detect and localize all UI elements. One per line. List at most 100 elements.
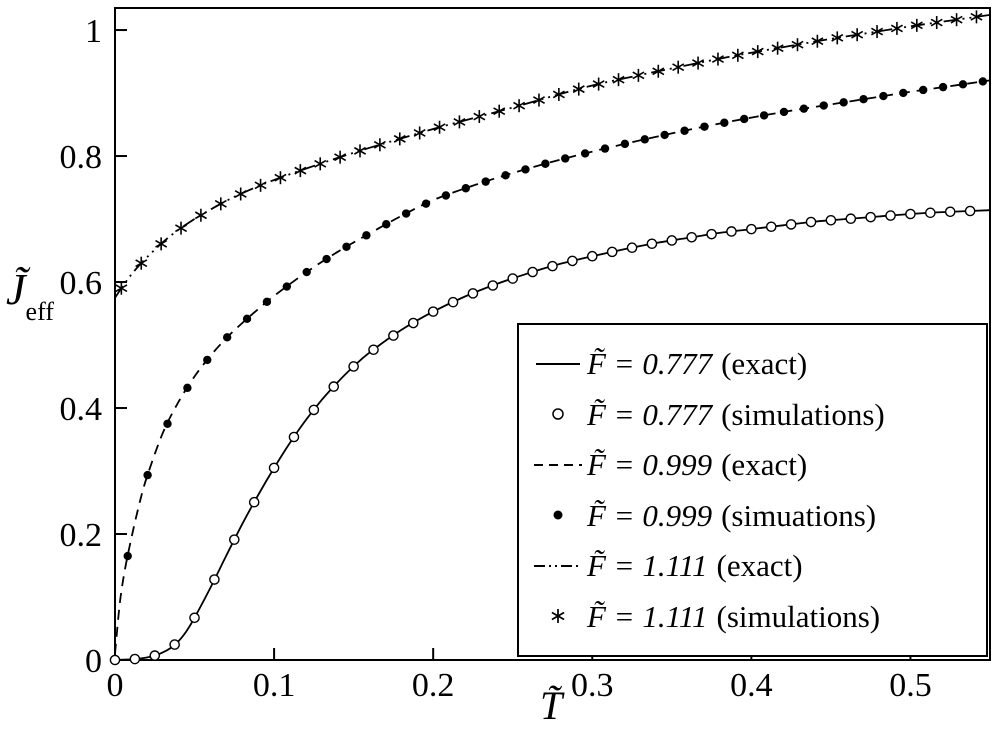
- marker-filled-circle: [600, 144, 610, 153]
- y-axis-label: J̃eff: [6, 268, 54, 325]
- marker-asterisk: [871, 27, 884, 36]
- legend-symbol: [529, 502, 587, 528]
- marker-filled-circle: [839, 98, 848, 107]
- marker-open-circle: [407, 317, 419, 329]
- legend-entry: F̃ = 1.111 (simulations): [529, 601, 976, 632]
- plot-frame: [114, 7, 991, 661]
- legend-label-text: (exact): [721, 447, 808, 483]
- legend-entry: F̃ = 0.999 (simuations): [529, 500, 976, 531]
- marker-asterisk: [254, 181, 267, 190]
- marker-open-circle: [567, 255, 578, 267]
- marker-asterisk: [791, 40, 804, 49]
- marker-open-circle: [865, 211, 876, 223]
- legend-label-math: F̃ = 0.777: [587, 346, 713, 382]
- marker-open-circle: [805, 216, 817, 228]
- marker-open-circle: [109, 654, 121, 666]
- x-tick-label: 0.1: [253, 667, 296, 704]
- marker-open-circle: [944, 206, 956, 218]
- marker-filled-circle: [362, 231, 371, 240]
- line-dashdot-icon: [534, 564, 582, 567]
- marker-asterisk: [115, 284, 128, 293]
- marker-filled-circle: [580, 149, 590, 158]
- marker-asterisk: [373, 140, 386, 149]
- legend-label-math: F̃ = 1.111: [587, 598, 708, 634]
- marker-filled-circle: [759, 111, 769, 120]
- marker-filled-circle: [302, 267, 311, 277]
- marker-filled-circle: [700, 122, 709, 131]
- marker-open-circle: [427, 306, 439, 317]
- marker-filled-circle: [938, 82, 948, 92]
- marker-asterisk: [294, 166, 307, 175]
- marker-filled-circle: [342, 242, 351, 251]
- y-axis-subscript: eff: [25, 297, 54, 326]
- marker-filled-circle: [242, 314, 252, 324]
- marker-asterisk: [612, 75, 625, 84]
- marker-filled-circle: [660, 130, 669, 140]
- legend-entry: F̃ = 0.777 (simulations): [529, 399, 976, 430]
- marker-filled-circle-icon: [553, 510, 563, 520]
- marker-filled-circle: [183, 383, 192, 393]
- marker-asterisk: [592, 80, 605, 89]
- marker-filled-circle: [382, 220, 391, 229]
- marker-asterisk: [135, 259, 148, 268]
- marker-filled-circle: [620, 139, 630, 149]
- marker-asterisk: [433, 123, 446, 132]
- marker-open-circle: [328, 381, 340, 392]
- marker-asterisk: [731, 51, 744, 60]
- marker-open-circle: [368, 344, 379, 356]
- marker-open-circle: [348, 361, 359, 372]
- marker-open-circle: [169, 639, 180, 650]
- y-tick-label: 0.8: [60, 139, 103, 176]
- marker-filled-circle: [680, 126, 689, 135]
- marker-filled-circle: [879, 91, 888, 101]
- legend-label-math: F̃ = 0.777: [587, 396, 713, 432]
- marker-asterisk: [413, 129, 426, 137]
- marker-asterisk: [692, 59, 705, 68]
- marker-open-circle: [447, 296, 459, 308]
- marker-open-circle: [209, 574, 220, 585]
- legend-label-text: (simulations): [716, 598, 881, 634]
- marker-asterisk: [632, 71, 645, 80]
- marker-open-circle: [686, 232, 698, 243]
- legend-label-text: (exact): [716, 548, 803, 584]
- marker-open-circle: [288, 431, 300, 443]
- marker-filled-circle: [958, 80, 968, 89]
- marker-asterisk: [950, 15, 963, 24]
- marker-asterisk: [314, 159, 327, 168]
- marker-filled-circle: [720, 118, 729, 127]
- marker-filled-circle: [481, 177, 490, 186]
- marker-filled-circle: [799, 104, 809, 113]
- marker-open-circle: [765, 221, 777, 233]
- marker-open-circle: [487, 280, 499, 291]
- marker-asterisk: [652, 67, 665, 76]
- marker-asterisk: [910, 21, 923, 30]
- marker-asterisk: [811, 37, 824, 46]
- marker-filled-circle: [143, 470, 152, 480]
- marker-open-circle: [845, 213, 857, 225]
- marker-asterisk: [453, 117, 466, 126]
- legend-label-math: F̃ = 1.111: [587, 548, 708, 584]
- marker-open-circle: [507, 273, 519, 284]
- x-axis-label: T̃: [540, 686, 562, 726]
- legend-entry: F̃ = 1.111 (exact): [529, 550, 976, 581]
- marker-filled-circle: [978, 77, 988, 86]
- legend-symbol: [529, 553, 587, 579]
- y-tick-label: 0.4: [60, 391, 103, 428]
- marker-filled-circle: [322, 254, 331, 264]
- marker-filled-circle: [859, 95, 868, 104]
- x-tick-label: 0.5: [889, 667, 932, 704]
- y-axis-symbol: J̃: [6, 265, 26, 314]
- marker-open-circle: [746, 223, 757, 235]
- marker-filled-circle: [561, 154, 570, 163]
- marker-asterisk: [393, 134, 406, 143]
- marker-asterisk: [174, 224, 188, 233]
- exact-curve-2: [114, 14, 991, 299]
- legend-label-text: (simulations): [721, 396, 885, 432]
- marker-open-circle: [666, 235, 678, 246]
- marker-open-circle: [268, 462, 280, 474]
- marker-asterisk: [155, 239, 168, 248]
- marker-filled-circle: [779, 107, 789, 117]
- legend-symbol: [529, 603, 587, 629]
- marker-filled-circle: [123, 551, 132, 561]
